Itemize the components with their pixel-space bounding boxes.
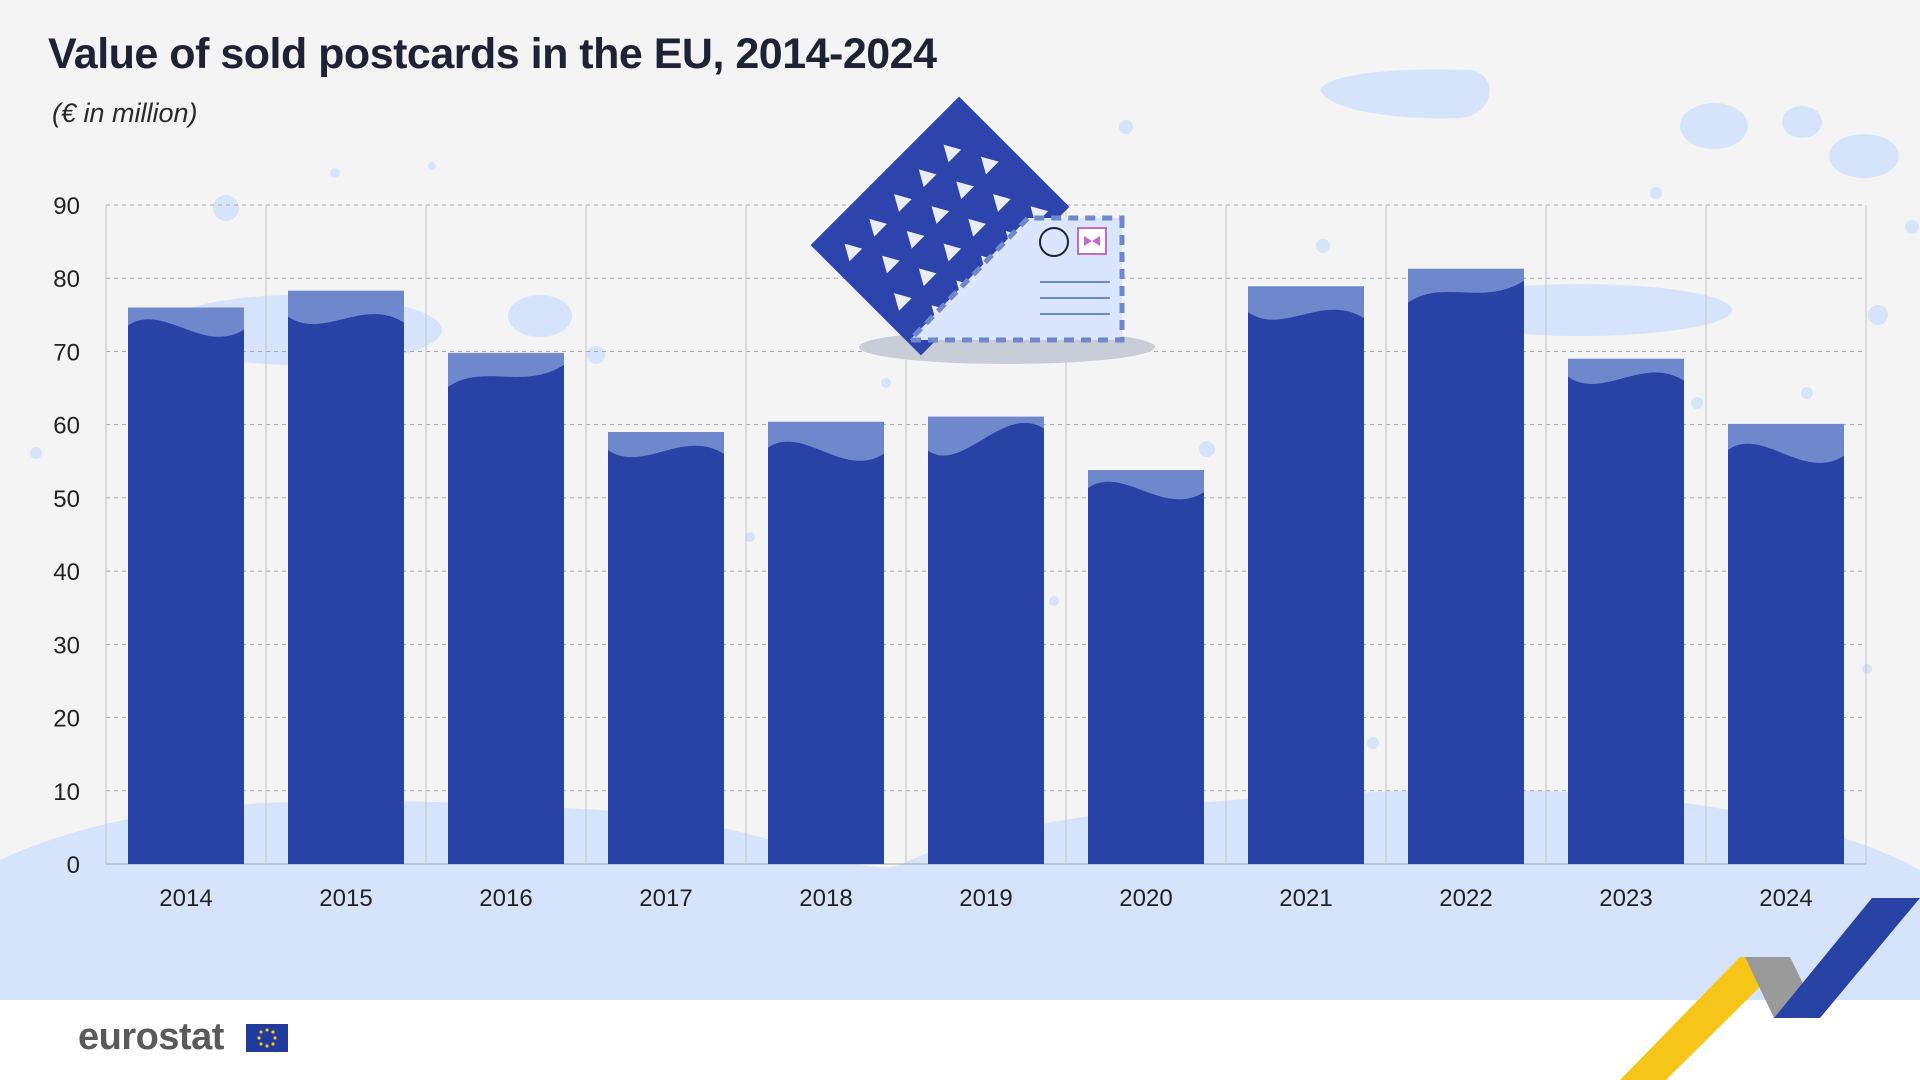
snow-dot-icon (1199, 441, 1215, 457)
yellow-stripe (1620, 957, 1790, 1080)
y-tick-label: 0 (67, 852, 80, 879)
x-tick-label: 2018 (799, 885, 852, 912)
snow-dot-icon (1316, 239, 1330, 253)
y-tick-label: 60 (53, 413, 80, 440)
bar-body (1568, 372, 1684, 864)
x-tick-label: 2017 (639, 885, 692, 912)
cloud-icon (508, 295, 572, 337)
bar-body (1408, 280, 1524, 864)
snow-dot-icon (1650, 187, 1662, 199)
eurostat-logo: eurostat (78, 1016, 224, 1058)
x-tick-label: 2021 (1279, 885, 1332, 912)
snow-dot-icon (745, 532, 755, 542)
blue-stripe (1774, 898, 1920, 1018)
snow-dot-icon (428, 162, 436, 170)
bars (128, 268, 1844, 865)
snow-dot-icon (1049, 596, 1059, 606)
snow-dot-icon (1367, 737, 1379, 749)
y-tick-label: 10 (53, 779, 80, 806)
postcard-illustration (810, 96, 1155, 364)
chart-title: Value of sold postcards in the EU, 2014-… (48, 30, 937, 78)
y-tick-label: 20 (53, 706, 80, 733)
y-tick-label: 90 (53, 193, 80, 220)
x-tick-label: 2019 (959, 885, 1012, 912)
snow-dot-icon (587, 346, 605, 364)
y-tick-label: 70 (53, 339, 80, 366)
snow-dot-icon (330, 168, 340, 178)
x-tick-label: 2024 (1759, 885, 1812, 912)
chart-subtitle: (€ in million) (52, 98, 198, 128)
x-tick-label: 2023 (1599, 885, 1652, 912)
x-tick-label: 2016 (479, 885, 532, 912)
y-axis: 0 10 20 30 40 50 60 70 80 90 (53, 193, 80, 879)
snow-dot-icon (1862, 664, 1872, 674)
snow-dot-icon (30, 447, 42, 459)
bar-body (1088, 481, 1204, 864)
bar-body (128, 319, 244, 865)
address-lines (1040, 281, 1110, 315)
cloud-icon (1320, 69, 1490, 119)
snow-dot-icon (213, 195, 239, 221)
snow-dot-icon (1868, 305, 1888, 325)
x-tick-label: 2014 (159, 885, 212, 912)
corner-decoration (1620, 898, 1920, 1080)
y-tick-label: 30 (53, 632, 80, 659)
cloud-icon (1829, 134, 1899, 178)
bar-body (448, 364, 564, 864)
bar-body (1248, 309, 1364, 865)
footer-background (0, 1000, 1920, 1080)
snow-dot-icon (1801, 387, 1813, 399)
x-tick-label: 2022 (1439, 885, 1492, 912)
bar-body (928, 422, 1044, 864)
y-tick-label: 50 (53, 486, 80, 513)
cloud-icon (1782, 106, 1822, 138)
x-tick-label: 2020 (1119, 885, 1172, 912)
envelope-icon (904, 215, 1125, 343)
snow-dot-icon (1119, 120, 1133, 134)
cloud-icon (1680, 103, 1748, 149)
eu-flag-icon (246, 1024, 288, 1052)
snow-dot-icon (1905, 220, 1919, 234)
y-tick-label: 40 (53, 559, 80, 586)
snow-dot-icon (881, 378, 891, 388)
x-tick-label: 2015 (319, 885, 372, 912)
bar-body (288, 314, 404, 864)
bar-body (1728, 443, 1844, 864)
y-tick-label: 80 (53, 266, 80, 293)
bar-body (768, 441, 884, 864)
bar-body (608, 445, 724, 864)
x-axis: 2014 2015 2016 2017 2018 2019 2020 2021 2022 2023… (159, 885, 1812, 912)
snow-dot-icon (1691, 397, 1703, 409)
postmark-icon (1039, 227, 1069, 257)
